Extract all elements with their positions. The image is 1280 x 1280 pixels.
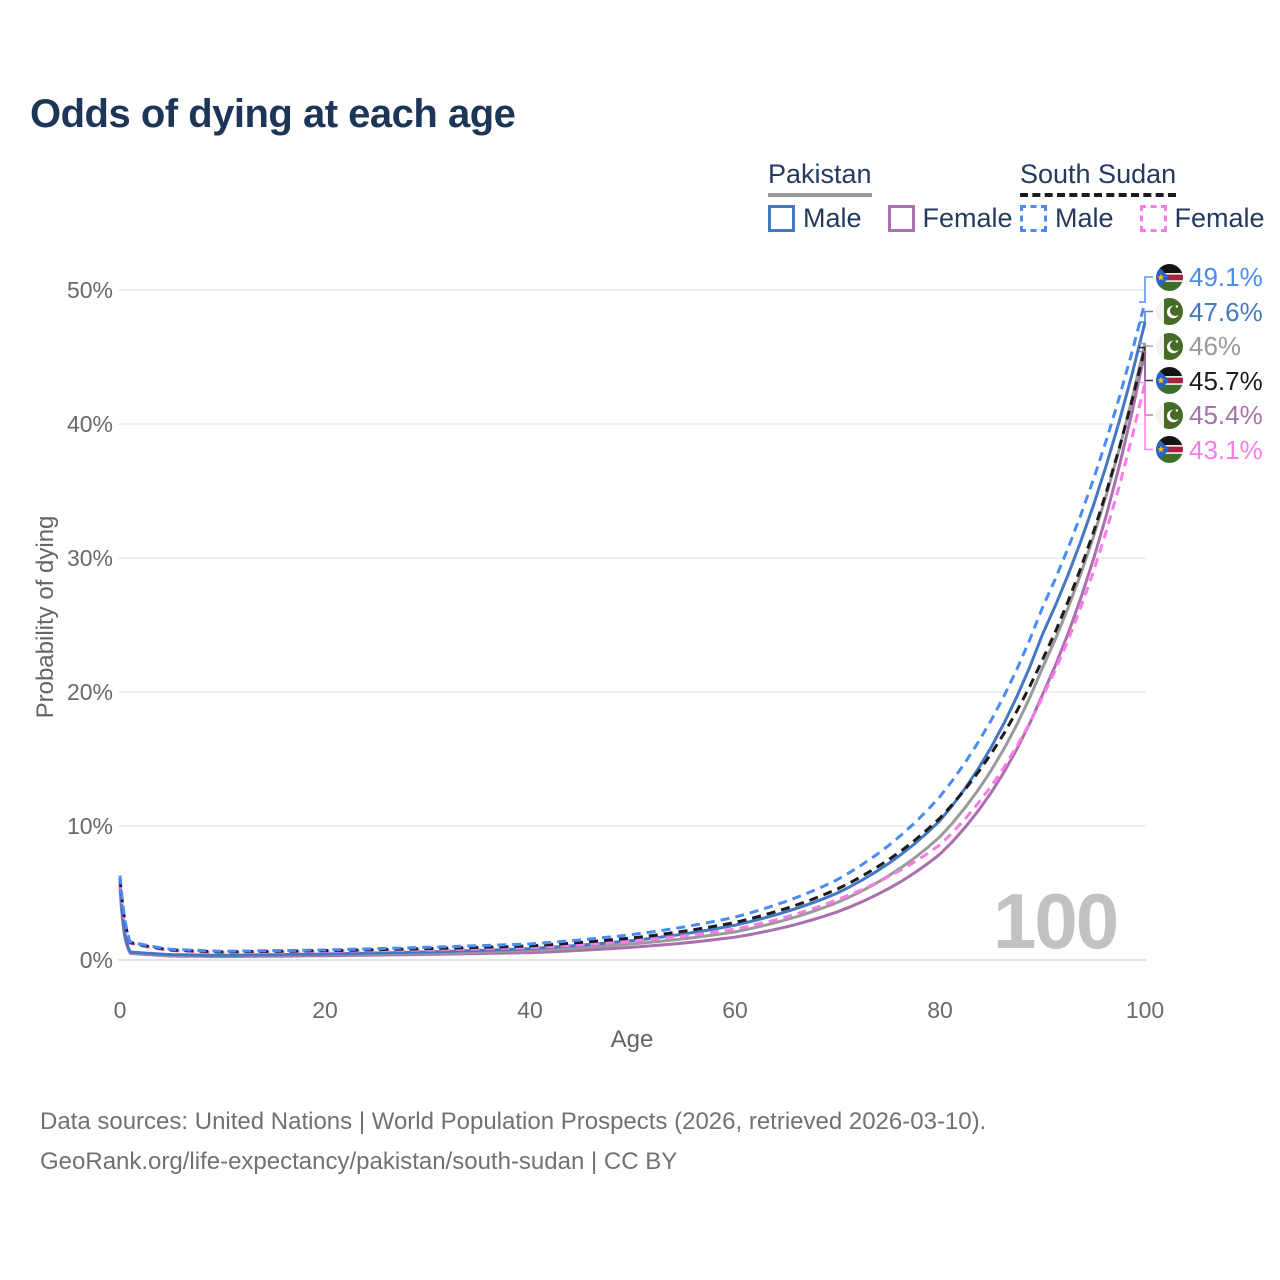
- south-sudan-flag-icon: [1156, 263, 1183, 291]
- footer-data-sources: Data sources: United Nations | World Pop…: [40, 1108, 987, 1135]
- y-tick-label: 10%: [66, 813, 113, 839]
- y-tick-label: 40%: [66, 411, 113, 437]
- south-sudan-flag-icon: [1156, 436, 1183, 463]
- legend-items: Male Female: [1020, 203, 1280, 234]
- legend-item-pakistan-male[interactable]: Male: [768, 203, 862, 234]
- series-line-pakistan-female: [118, 351, 1147, 959]
- end-label-value: 45.4%: [1189, 400, 1263, 430]
- y-tick-label: 20%: [66, 679, 113, 705]
- series-line-south-sudan-both: [118, 347, 1147, 954]
- end-label-value: 45.7%: [1189, 365, 1263, 396]
- end-label-connector: [1139, 342, 1153, 347]
- end-label-south-sudan-male: 49.1%: [1156, 260, 1263, 294]
- legend-swatch: [887, 205, 915, 233]
- x-axis-label: Age: [610, 1026, 654, 1053]
- end-label-pakistan-both: 46%: [1156, 329, 1241, 363]
- legend-item-south-sudan-male[interactable]: Male: [1020, 203, 1114, 234]
- legend-swatch: [768, 205, 795, 233]
- legend-item-label: Male: [803, 203, 862, 234]
- series-line-pakistan-both: [118, 343, 1147, 958]
- legend-group-south-sudan: South Sudan Male Female: [1020, 160, 1280, 234]
- x-tick-label: 60: [722, 997, 748, 1023]
- end-label-connector: [1139, 276, 1153, 303]
- end-label-south-sudan-both: 45.7%: [1156, 364, 1263, 398]
- legend-item-south-sudan-female[interactable]: Female: [1139, 203, 1265, 234]
- y-tick-label: 50%: [66, 277, 113, 303]
- end-label-value: 46%: [1189, 331, 1242, 361]
- legend-item-pakistan-female[interactable]: Female: [887, 203, 1013, 234]
- legend-swatch: [1020, 205, 1047, 233]
- end-label-pakistan-male: 47.6%: [1156, 295, 1263, 329]
- legend-country-label: South Sudan: [1020, 160, 1177, 198]
- legend-item-label: Male: [1055, 203, 1114, 234]
- end-label-value: 43.1%: [1189, 434, 1263, 465]
- pakistan-flag-icon: [1156, 298, 1183, 325]
- series-line-south-sudan-female: [118, 382, 1147, 955]
- footer-attribution: GeoRank.org/life-expectancy/pakistan/sou…: [40, 1148, 678, 1175]
- pakistan-flag-icon: [1156, 332, 1183, 360]
- legend-items: Male Female: [768, 203, 1039, 234]
- legend-group-pakistan: Pakistan Male Female: [768, 160, 1039, 234]
- age-counter-watermark: 100: [993, 877, 1119, 965]
- end-label-value: 47.6%: [1189, 296, 1263, 327]
- x-tick-label: 20: [312, 997, 338, 1023]
- end-label-value: 49.1%: [1189, 262, 1263, 292]
- series-line-south-sudan-male: [118, 301, 1147, 953]
- series-line-pakistan-male: [118, 321, 1147, 957]
- pakistan-flag-icon: [1156, 401, 1183, 429]
- x-tick-label: 100: [1125, 997, 1165, 1023]
- x-tick-label: 0: [113, 997, 127, 1023]
- x-tick-label: 40: [517, 997, 543, 1023]
- y-tick-label: 30%: [66, 545, 113, 571]
- y-tick-label: 0%: [79, 947, 113, 973]
- end-label-pakistan-female: 45.4%: [1156, 398, 1263, 432]
- x-tick-label: 80: [927, 997, 953, 1023]
- end-label-south-sudan-female: 43.1%: [1156, 433, 1263, 467]
- end-label-connector: [1139, 381, 1153, 451]
- end-label-connector: [1139, 310, 1153, 323]
- legend-country-label: Pakistan: [768, 160, 872, 198]
- legend-swatch: [1139, 205, 1167, 233]
- south-sudan-flag-icon: [1156, 367, 1183, 394]
- legend-item-label: Female: [922, 203, 1013, 234]
- legend-item-label: Female: [1174, 203, 1265, 234]
- page-title: Odds of dying at each age: [30, 92, 516, 136]
